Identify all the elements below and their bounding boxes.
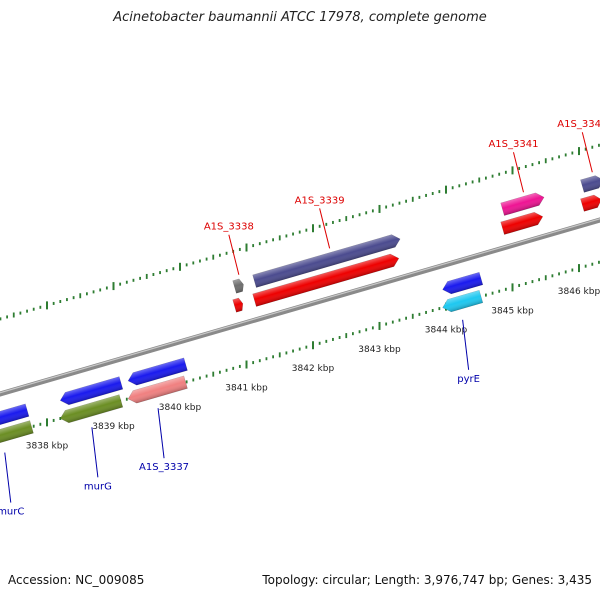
genome-backbone (0, 217, 600, 397)
kbp-label: 3843 kbp (358, 345, 401, 355)
gene-arrow-group (500, 212, 544, 235)
gene-leader-line (228, 234, 240, 275)
backbone-highlight (0, 218, 600, 394)
gene-label: A1S_3338 (204, 222, 254, 233)
gene-label: A1S_3341 (488, 139, 538, 150)
kbp-label: 3839 kbp (92, 422, 135, 432)
kbp-label: 3844 kbp (425, 326, 468, 336)
gene-features (0, 175, 600, 447)
gene-arrow-shade (128, 357, 188, 386)
gene-leader-line (462, 319, 470, 370)
kbp-label: 3841 kbp (225, 384, 268, 394)
gene-arrow-group (442, 271, 484, 295)
gene-arrow-group (580, 175, 600, 193)
gene-leader-line (512, 152, 524, 193)
backbone-line (0, 217, 600, 397)
gene-label: pyrE (457, 374, 480, 385)
gene-arrow-group (127, 357, 188, 386)
gene-arrow-shade (60, 376, 123, 405)
gene-arrow-shade (500, 192, 545, 216)
gene-label: murG (84, 481, 112, 492)
kbp-label: 3842 kbp (292, 364, 335, 374)
gene-arrow-group (500, 192, 545, 216)
gene-arrow-group (252, 253, 400, 307)
accession-label: Accession: NC_009085 (8, 573, 145, 587)
gene-arrow-shade (500, 212, 543, 235)
gene-arrow-shade (0, 403, 29, 428)
gene-arrow-group (127, 375, 188, 404)
gene-arrow-group (580, 194, 600, 212)
gene-arrow-shade (252, 234, 401, 288)
kbp-label: 3846 kbp (558, 287, 600, 297)
gene-arrow-group (232, 278, 244, 294)
gene-arrow-group (0, 420, 34, 447)
gene-leader-line (319, 208, 331, 249)
gene-arrow-shade (232, 278, 244, 294)
genome-stats-label: Topology: circular; Length: 3,976,747 bp… (262, 573, 592, 587)
gene-leader-line (91, 427, 99, 478)
gene-arrow-group (0, 403, 30, 429)
map-title: Acinetobacter baumannii ATCC 17978, comp… (113, 10, 487, 25)
kbp-label: 3840 kbp (159, 403, 202, 413)
outer-tick-ring (0, 143, 600, 321)
gene-labels: A1S_3338 A1S_3339 A1S_3341 A1S_3342 murC murG… (0, 119, 600, 517)
gene-arrow-shade (580, 175, 600, 193)
gene-arrow-group (252, 234, 401, 288)
gene-arrow-shade (0, 420, 34, 446)
gene-arrow-shade (128, 375, 188, 404)
gene-leader-line (4, 452, 12, 503)
gene-arrow-shade (60, 394, 123, 423)
gene-arrow-group (442, 289, 484, 313)
gene-arrow-shade (442, 290, 483, 312)
kbp-label: 3845 kbp (491, 306, 534, 316)
kbp-label: 3838 kbp (26, 441, 69, 451)
kbp-ruler-labels: 3838 kbp 3839 kbp 3840 kbp 3841 kbp 3842 kbp… (26, 287, 600, 451)
gene-label: A1S_3339 (295, 195, 345, 206)
gene-arrow-shade (252, 254, 399, 307)
gene-arrow-group (232, 297, 244, 313)
gene-arrow-group (59, 376, 124, 406)
gene-label: murC (0, 507, 24, 518)
gene-leader-line (157, 408, 165, 459)
gene-label: A1S_3342 (557, 119, 600, 130)
gene-arrow-shade (232, 298, 243, 313)
gene-arrow-group (59, 394, 124, 424)
gene-leader-line (581, 132, 593, 173)
gene-label: A1S_3337 (139, 462, 189, 473)
gene-arrow-shade (442, 272, 483, 294)
gene-arrow-shade (580, 194, 600, 212)
